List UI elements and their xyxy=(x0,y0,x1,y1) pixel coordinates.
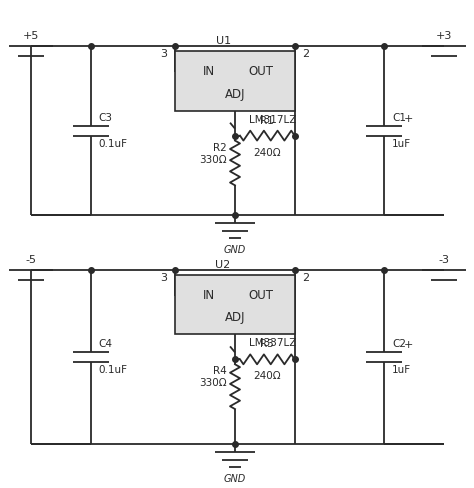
Text: 0.1uF: 0.1uF xyxy=(99,139,128,149)
Text: 240Ω: 240Ω xyxy=(254,371,281,381)
Bar xyxy=(175,51,295,111)
Text: 330Ω: 330Ω xyxy=(200,155,227,164)
Text: GND: GND xyxy=(224,474,246,484)
Text: U2: U2 xyxy=(216,260,231,270)
Text: 1uF: 1uF xyxy=(392,365,411,375)
Text: U1: U1 xyxy=(216,36,231,46)
Text: GND: GND xyxy=(224,245,246,255)
Text: C3: C3 xyxy=(99,113,113,122)
Text: +: + xyxy=(404,340,413,350)
Text: IN: IN xyxy=(203,289,215,302)
Text: 3: 3 xyxy=(160,49,167,59)
Text: +3: +3 xyxy=(436,31,452,41)
Text: 3: 3 xyxy=(160,273,167,283)
Text: R1: R1 xyxy=(260,116,274,126)
Text: R4: R4 xyxy=(213,366,227,376)
Text: R2: R2 xyxy=(213,142,227,153)
Text: R3: R3 xyxy=(260,339,274,349)
Text: -3: -3 xyxy=(438,255,449,265)
Text: -5: -5 xyxy=(26,255,36,265)
Bar xyxy=(175,275,295,334)
Text: OUT: OUT xyxy=(249,65,274,79)
Text: +5: +5 xyxy=(23,31,39,41)
Text: OUT: OUT xyxy=(249,289,274,302)
Text: C2: C2 xyxy=(392,339,406,349)
Text: C1: C1 xyxy=(392,113,406,122)
Text: ADJ: ADJ xyxy=(225,311,245,325)
Text: LM337LZ: LM337LZ xyxy=(249,339,297,348)
Text: ADJ: ADJ xyxy=(225,87,245,101)
Text: 240Ω: 240Ω xyxy=(254,147,281,158)
Text: 0.1uF: 0.1uF xyxy=(99,365,128,375)
Text: LM317LZ: LM317LZ xyxy=(249,115,297,125)
Text: 330Ω: 330Ω xyxy=(200,378,227,388)
Text: +: + xyxy=(404,114,413,123)
Text: IN: IN xyxy=(203,65,215,79)
Text: 2: 2 xyxy=(302,49,310,59)
Text: 1uF: 1uF xyxy=(392,139,411,149)
Text: C4: C4 xyxy=(99,339,113,349)
Text: 2: 2 xyxy=(302,273,310,283)
